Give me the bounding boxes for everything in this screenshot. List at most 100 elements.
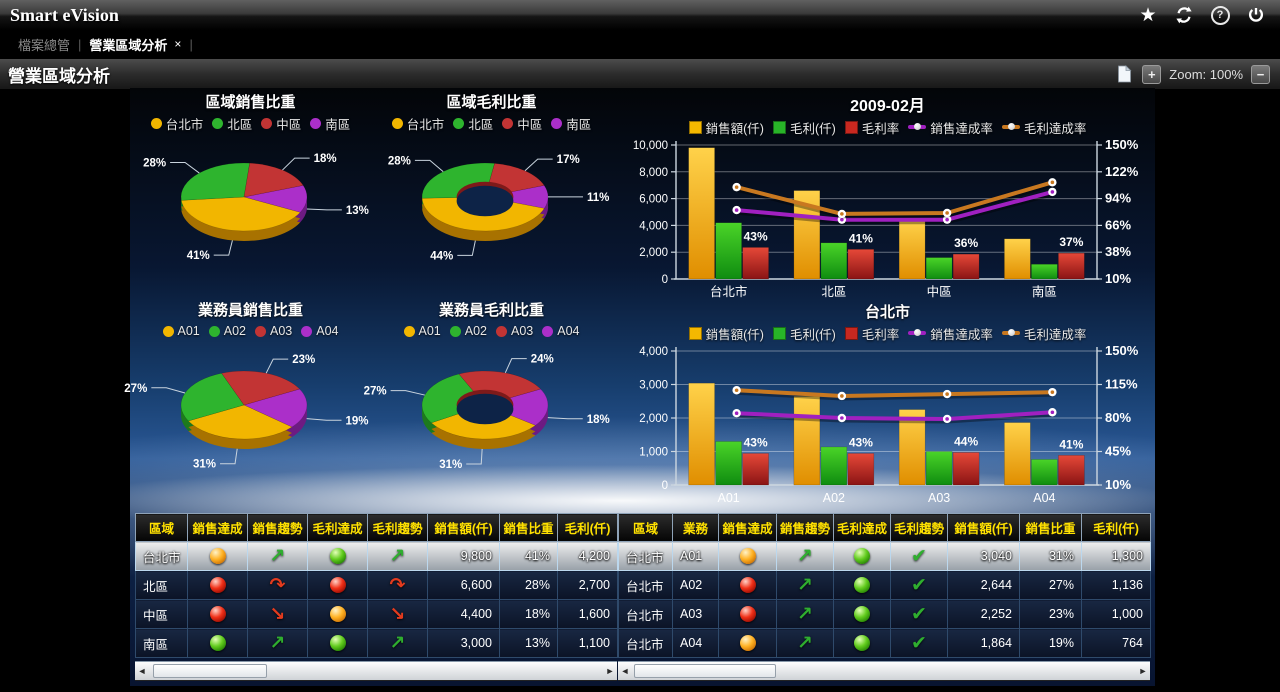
column-header: 銷售比重 (1019, 513, 1082, 542)
trend-cell: ↗ (247, 628, 308, 658)
zoom-out-button[interactable]: − (1251, 64, 1270, 84)
trend-cell: ↗ (776, 570, 834, 600)
chart-legend: 台北市 北區 中區 南區 (132, 113, 369, 133)
refresh-icon[interactable] (1174, 5, 1194, 25)
chart-title: 業務員毛利比重 (438, 302, 544, 319)
zoom-in-button[interactable]: + (1142, 64, 1162, 84)
table-row[interactable]: 北區 ↷ ↷ 6,600 28% 2,700 (135, 570, 618, 600)
legend-label: A04 (316, 324, 339, 338)
column-header: 毛利(仟) (1081, 513, 1151, 542)
legend-label: 台北市 (406, 117, 445, 132)
svg-text:0: 0 (662, 274, 668, 286)
pie-chart-agent-sales: 19% 31% 27% 23% (124, 354, 368, 471)
document-icon[interactable] (1114, 64, 1134, 84)
tab-file-explorer[interactable]: 檔案總管 (18, 37, 71, 53)
legend-label: A03 (511, 324, 534, 338)
svg-text:6,000: 6,000 (639, 194, 668, 206)
trend-cell: ✔ (890, 628, 948, 658)
app-brand: Smart eVision (10, 4, 119, 25)
orange-status-light-icon (739, 635, 756, 651)
svg-text:150%: 150% (1105, 137, 1139, 152)
legend-label: A02 (464, 324, 487, 338)
legend-marker-icon (908, 329, 927, 336)
legend-marker-icon (496, 325, 507, 337)
power-icon[interactable] (1246, 5, 1266, 25)
value-cell: 4,200 (557, 541, 618, 571)
label-cell: 南區 (135, 628, 188, 658)
label-cell: 台北市 (618, 599, 673, 629)
value-cell: 9,800 (427, 541, 500, 571)
scroll-left-arrow-icon[interactable]: ◄ (137, 666, 147, 676)
legend-item: 毛利率 (844, 324, 899, 343)
column-header: 區域 (135, 513, 188, 542)
legend-label: 北區 (468, 117, 494, 132)
pie-chart-region-sales: 13% 41% 28% 18% (143, 153, 369, 262)
favorite-star-icon[interactable]: ★ (1139, 4, 1157, 26)
trend-up-arrow-icon: ↗ (797, 574, 813, 596)
label-cell: 台北市 (135, 541, 188, 571)
trend-up-arrow-icon: ↗ (389, 545, 406, 567)
title-bar: Smart eVision ★ ? (0, 0, 1280, 31)
value-cell: 3,040 (947, 541, 1020, 571)
tab-bar: 檔案總管 | 營業區域分析 × | (0, 30, 1280, 58)
status-light-cell (187, 628, 248, 658)
legend-label: 銷售額(仟) (705, 121, 764, 136)
value-cell: 6,600 (427, 570, 500, 600)
legend-item: 南區 (551, 114, 591, 133)
pie-panel-agent-profit: 業務員毛利比重 A01 A02 A03 A04 18% 31% 27% 24% (364, 300, 610, 499)
legend-marker-icon (310, 117, 322, 129)
table-row[interactable]: 台北市 A01 ↗ ✔ 3,040 31% 1,300 (618, 541, 1151, 571)
value-cell: 28% (499, 570, 558, 600)
trend-check-arrow-icon: ✔ (911, 632, 927, 654)
scroll-right-arrow-icon[interactable]: ► (605, 666, 615, 676)
tab-sales-region-analysis[interactable]: 營業區域分析 (89, 37, 168, 53)
table-row[interactable]: 中區 ↘ ↘ 4,400 18% 1,600 (135, 599, 618, 629)
legend-item: 南區 (310, 114, 350, 133)
table-row[interactable]: 台北市 A04 ↗ ✔ 1,864 19% 764 (618, 628, 1151, 658)
trend-cell: ↷ (247, 570, 308, 600)
legend-item: A03 (255, 324, 292, 338)
svg-text:10%: 10% (1105, 477, 1131, 492)
h-scrollbar-right-table[interactable]: ◄ ► (618, 661, 1150, 681)
legend-label: 銷售額(仟) (705, 327, 764, 342)
trend-down-arrow-icon: ↘ (389, 603, 406, 625)
status-light-cell (718, 541, 777, 571)
legend-item: A02 (208, 324, 246, 338)
h-scrollbar-left-table[interactable]: ◄ ► (135, 661, 617, 681)
legend-item: 台北市 (150, 114, 203, 133)
legend-label: 銷售達成率 (930, 327, 993, 342)
scrollbar-thumb[interactable] (634, 664, 776, 678)
svg-text:41%: 41% (849, 231, 873, 245)
legend-marker-icon (772, 326, 786, 340)
svg-text:11%: 11% (587, 192, 609, 204)
legend-item: 銷售達成率 (908, 118, 993, 137)
chart-legend: 銷售額(仟) 毛利(仟) 毛利率 銷售達成率 毛利達成率 (620, 323, 1155, 343)
svg-text:43%: 43% (744, 435, 768, 449)
chart-legend: 銷售額(仟) 毛利(仟) 毛利率 銷售達成率 毛利達成率 (620, 117, 1155, 137)
tab-close-icon[interactable]: × (174, 37, 182, 51)
status-light-cell (187, 570, 248, 600)
scroll-left-arrow-icon[interactable]: ◄ (620, 666, 630, 676)
help-icon[interactable]: ? (1210, 5, 1230, 25)
svg-text:31%: 31% (193, 459, 216, 471)
tab-separator: | (189, 36, 193, 52)
value-cell: 31% (1019, 541, 1082, 571)
svg-text:A01: A01 (718, 491, 740, 505)
legend-item: 中區 (261, 114, 301, 133)
svg-text:94%: 94% (1105, 191, 1131, 206)
table-row[interactable]: 台北市 A02 ↗ ✔ 2,644 27% 1,136 (618, 570, 1151, 600)
green-status-light-icon (209, 635, 226, 651)
column-header: 銷售達成 (718, 513, 777, 542)
legend-marker-icon (212, 117, 224, 129)
scroll-right-arrow-icon[interactable]: ► (1138, 666, 1148, 676)
label-cell: A04 (672, 628, 719, 658)
scrollbar-thumb[interactable] (153, 664, 267, 678)
legend-marker-icon (162, 325, 174, 337)
table-row[interactable]: 台北市 ↗ ↗ 9,800 41% 4,200 (135, 541, 618, 571)
svg-text:4,000: 4,000 (639, 346, 668, 358)
legend-label: 北區 (227, 117, 253, 132)
status-light-cell (833, 570, 891, 600)
table-row[interactable]: 南區 ↗ ↗ 3,000 13% 1,100 (135, 628, 618, 658)
svg-text:44%: 44% (430, 250, 453, 262)
table-row[interactable]: 台北市 A03 ↗ ✔ 2,252 23% 1,000 (618, 599, 1151, 629)
